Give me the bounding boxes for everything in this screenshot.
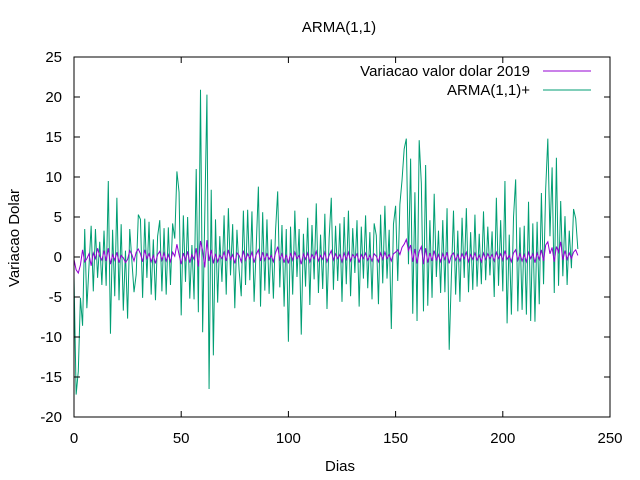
y-tick-label: 20	[45, 89, 62, 106]
chart-title: ARMA(1,1)	[302, 19, 376, 36]
series-line-0	[73, 237, 579, 275]
y-tick-label: -20	[40, 409, 62, 426]
y-tick-label: -15	[40, 369, 62, 386]
axis-ticks: 0 50 100 150 200 250 -20 -15 -10 -5 0 5 10 15 20 25	[40, 49, 622, 447]
y-axis-label: Variacao Dolar	[6, 189, 23, 287]
legend: Variacao valor dolar 2019 ARMA(1,1)+	[360, 63, 591, 99]
x-tick-label: 200	[490, 430, 515, 447]
plot-series	[73, 89, 579, 395]
y-tick-label: -5	[49, 289, 62, 306]
y-tick-label: 10	[45, 169, 62, 186]
legend-label-0: Variacao valor dolar 2019	[360, 63, 530, 80]
plot-frame	[73, 56, 611, 418]
y-tick-label: 25	[45, 49, 62, 66]
x-tick-label: 50	[173, 430, 190, 447]
x-tick-label: 0	[70, 430, 78, 447]
y-tick-label: 0	[54, 249, 62, 266]
x-tick-label: 150	[383, 430, 408, 447]
x-tick-label: 250	[597, 430, 622, 447]
x-axis-label: Dias	[325, 458, 355, 475]
y-tick-label: 5	[54, 209, 62, 226]
series-line-1	[73, 89, 579, 395]
legend-label-1: ARMA(1,1)+	[447, 82, 530, 99]
y-tick-label: -10	[40, 329, 62, 346]
y-tick-label: 15	[45, 129, 62, 146]
x-tick-label: 100	[276, 430, 301, 447]
